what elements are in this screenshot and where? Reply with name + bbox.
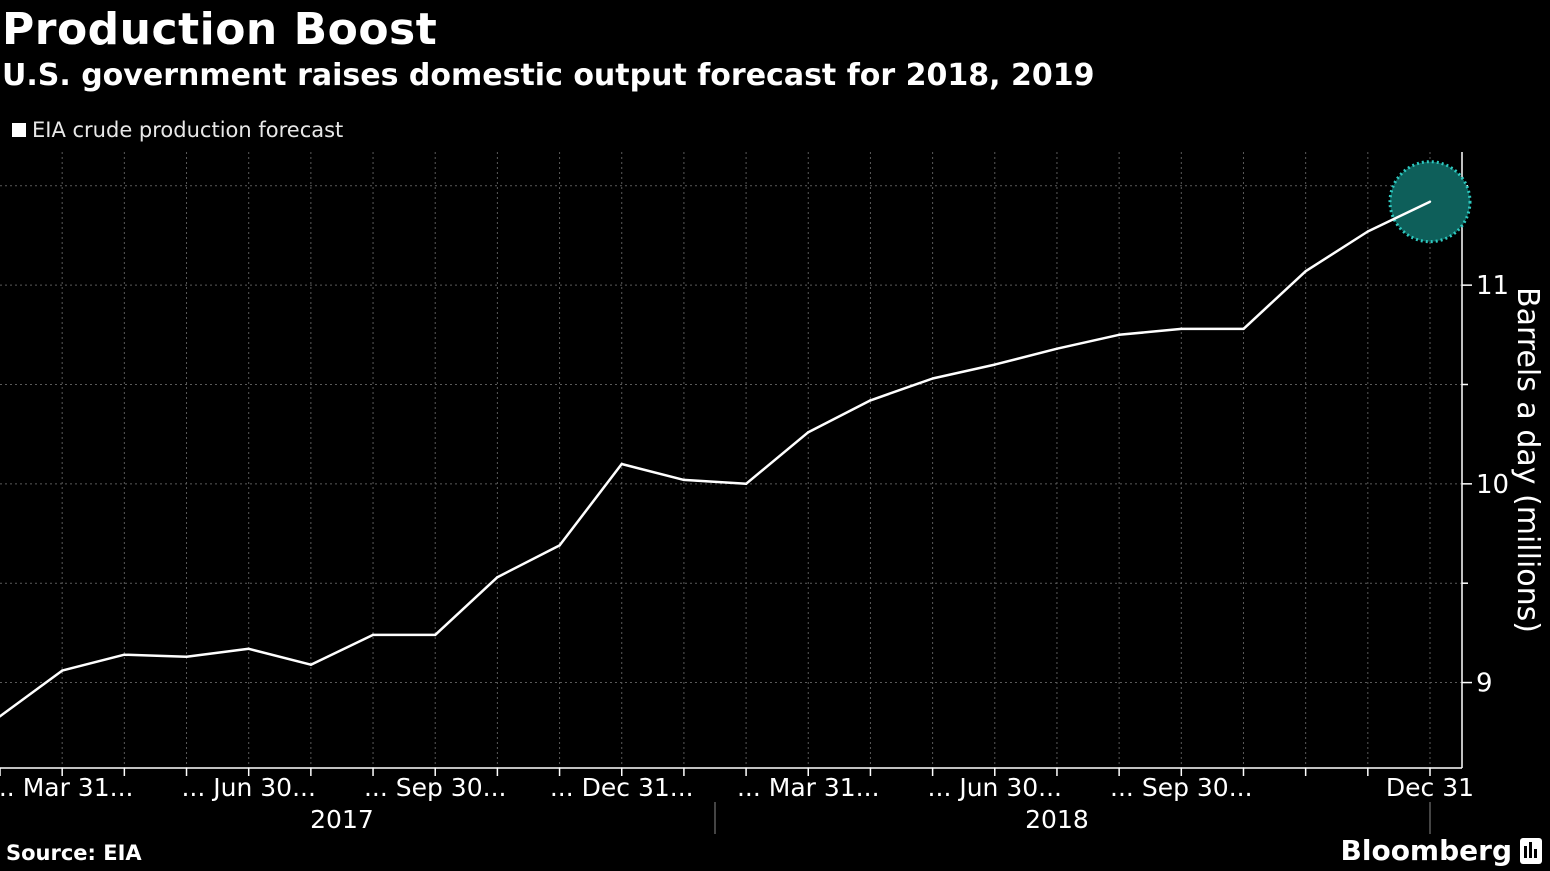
data-point bbox=[620, 462, 623, 466]
data-point bbox=[931, 377, 934, 380]
data-point bbox=[682, 478, 686, 482]
page-title: Production Boost bbox=[2, 4, 438, 55]
data-point bbox=[185, 655, 188, 658]
data-point bbox=[371, 633, 375, 637]
brand-name: Bloomberg bbox=[1340, 834, 1512, 867]
bloomberg-bars-icon bbox=[1520, 837, 1542, 864]
page-subtitle: U.S. government raises domestic output f… bbox=[2, 58, 1095, 93]
data-point bbox=[247, 647, 250, 650]
series-layer bbox=[0, 160, 1472, 718]
y-axis-label: Barrels a day (millions) bbox=[1510, 287, 1545, 633]
data-point bbox=[1304, 270, 1307, 273]
data-point bbox=[1117, 333, 1121, 337]
data-point bbox=[1428, 200, 1432, 203]
data-point bbox=[434, 633, 437, 637]
year-label: 2018 bbox=[1025, 805, 1089, 834]
y-axis: 9 10 11 bbox=[1461, 152, 1509, 768]
x-tick-label: ... Jun 30... bbox=[181, 773, 315, 802]
data-point bbox=[0, 715, 2, 718]
data-point bbox=[807, 430, 810, 434]
data-point bbox=[123, 653, 126, 656]
data-point bbox=[1180, 327, 1183, 331]
data-point bbox=[1242, 327, 1245, 331]
x-tick-label: ... Dec 31... bbox=[550, 773, 694, 802]
data-point bbox=[558, 544, 561, 547]
x-tick-label: ... Mar 31... bbox=[737, 773, 880, 802]
data-point bbox=[309, 663, 313, 666]
data-point bbox=[1055, 347, 1059, 350]
y-tick-label: 11 bbox=[1476, 271, 1509, 301]
grid-lines bbox=[0, 152, 1462, 768]
data-point bbox=[744, 482, 748, 486]
x-tick-label: Dec 31 bbox=[1386, 773, 1474, 802]
data-point bbox=[869, 399, 872, 402]
y-tick-label: 10 bbox=[1476, 470, 1509, 500]
data-point bbox=[993, 363, 996, 366]
x-tick-label: ... Mar 31... bbox=[0, 773, 133, 802]
brand-logo: Bloomberg bbox=[1341, 834, 1542, 867]
data-point bbox=[1366, 230, 1370, 233]
source-note: Source: EIA bbox=[6, 841, 142, 865]
data-point bbox=[496, 576, 499, 579]
y-tick-label: 9 bbox=[1476, 669, 1493, 699]
series-line-eia-crude-production-forecast bbox=[0, 200, 1431, 718]
legend-label: EIA crude production forecast bbox=[32, 118, 344, 142]
x-tick-label: ... Sep 30... bbox=[1110, 773, 1253, 802]
year-label: 2017 bbox=[310, 805, 374, 834]
x-axis: ... Mar 31... ... Jun 30... ... Sep 30....… bbox=[0, 767, 1474, 834]
x-tick-label: ... Sep 30... bbox=[364, 773, 507, 802]
x-tick-label: ... Jun 30... bbox=[928, 773, 1062, 802]
legend-swatch bbox=[12, 123, 26, 137]
legend: EIA crude production forecast bbox=[12, 118, 343, 142]
data-point bbox=[60, 669, 64, 672]
